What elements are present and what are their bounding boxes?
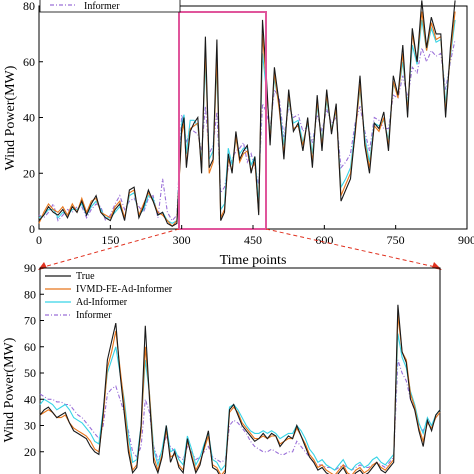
top-ytick-label: 60	[23, 55, 35, 69]
zoom-connector-right	[265, 228, 441, 269]
top-plot-frame	[38, 5, 468, 230]
top-xtick-label: 900	[458, 233, 474, 247]
top-xtick-label: 450	[244, 233, 262, 247]
top-x-axis-label: Time points	[220, 253, 287, 268]
bottom-chart: 10 20 30 40 50 60 70 80 90 Wind Power(MW) True I…	[2, 261, 441, 474]
top-series-group	[38, 0, 456, 228]
bottom-series-group	[39, 304, 441, 474]
top-series-informer	[38, 39, 456, 222]
bottom-series-ad-informer	[39, 333, 441, 472]
bottom-ytick-label: 30	[24, 419, 36, 433]
top-series-true	[38, 0, 456, 227]
zoom-connector-left	[39, 228, 180, 269]
top-highlight-box	[178, 11, 267, 230]
bottom-y-axis-label: Wind Power(MW)	[2, 337, 17, 442]
legend-true-label: True	[76, 271, 95, 282]
top-ytick-label: 20	[23, 166, 35, 180]
top-xtick-label: 300	[173, 233, 191, 247]
top-y-ticks: 0 20 40 60 80	[23, 0, 43, 236]
bottom-ytick-label: 90	[24, 261, 36, 275]
top-legend-informer-label: Informer	[84, 1, 120, 12]
top-xtick-label: 0	[36, 233, 42, 247]
bottom-ytick-label: 80	[24, 287, 36, 301]
top-y-axis-label: Wind Power(MW)	[3, 65, 18, 170]
top-legend-box	[39, 0, 181, 13]
top-xtick-label: 750	[387, 233, 405, 247]
top-ytick-label: 0	[29, 222, 35, 236]
bottom-series-true	[39, 304, 441, 474]
bottom-ytick-label: 60	[24, 340, 36, 354]
top-xtick-label: 150	[101, 233, 119, 247]
bottom-ytick-label: 70	[24, 314, 36, 328]
top-legend: Informer	[39, 0, 181, 13]
bottom-ytick-label: 40	[24, 392, 36, 406]
top-series-ivmd-fe-ad-informer	[38, 11, 456, 228]
legend-informer-label: Informer	[76, 310, 112, 321]
zoom-arrow-left	[38, 262, 47, 270]
top-ytick-label: 40	[23, 111, 35, 125]
bottom-ytick-label: 50	[24, 366, 36, 380]
bottom-y-ticks: 10 20 30 40 50 60 70 80 90	[24, 261, 44, 474]
bottom-series-ivmd-fe-ad-informer	[39, 315, 441, 474]
bottom-ytick-label: 20	[24, 445, 36, 459]
bottom-ytick-label: 10	[24, 471, 36, 474]
top-ytick-label: 80	[23, 0, 35, 13]
top-chart: 0 20 40 60 80 0 150 300 450 600 750 900 Wind Power…	[3, 0, 474, 268]
top-xtick-label: 600	[315, 233, 333, 247]
legend-ivmd-label: IVMD-FE-Ad-Informer	[76, 284, 173, 295]
legend-ad-informer-label: Ad-Informer	[76, 297, 128, 308]
bottom-series-informer	[39, 359, 441, 471]
bottom-legend: True IVMD-FE-Ad-Informer Ad-Informer Inf…	[45, 271, 173, 321]
top-series-ad-informer	[38, 19, 456, 225]
